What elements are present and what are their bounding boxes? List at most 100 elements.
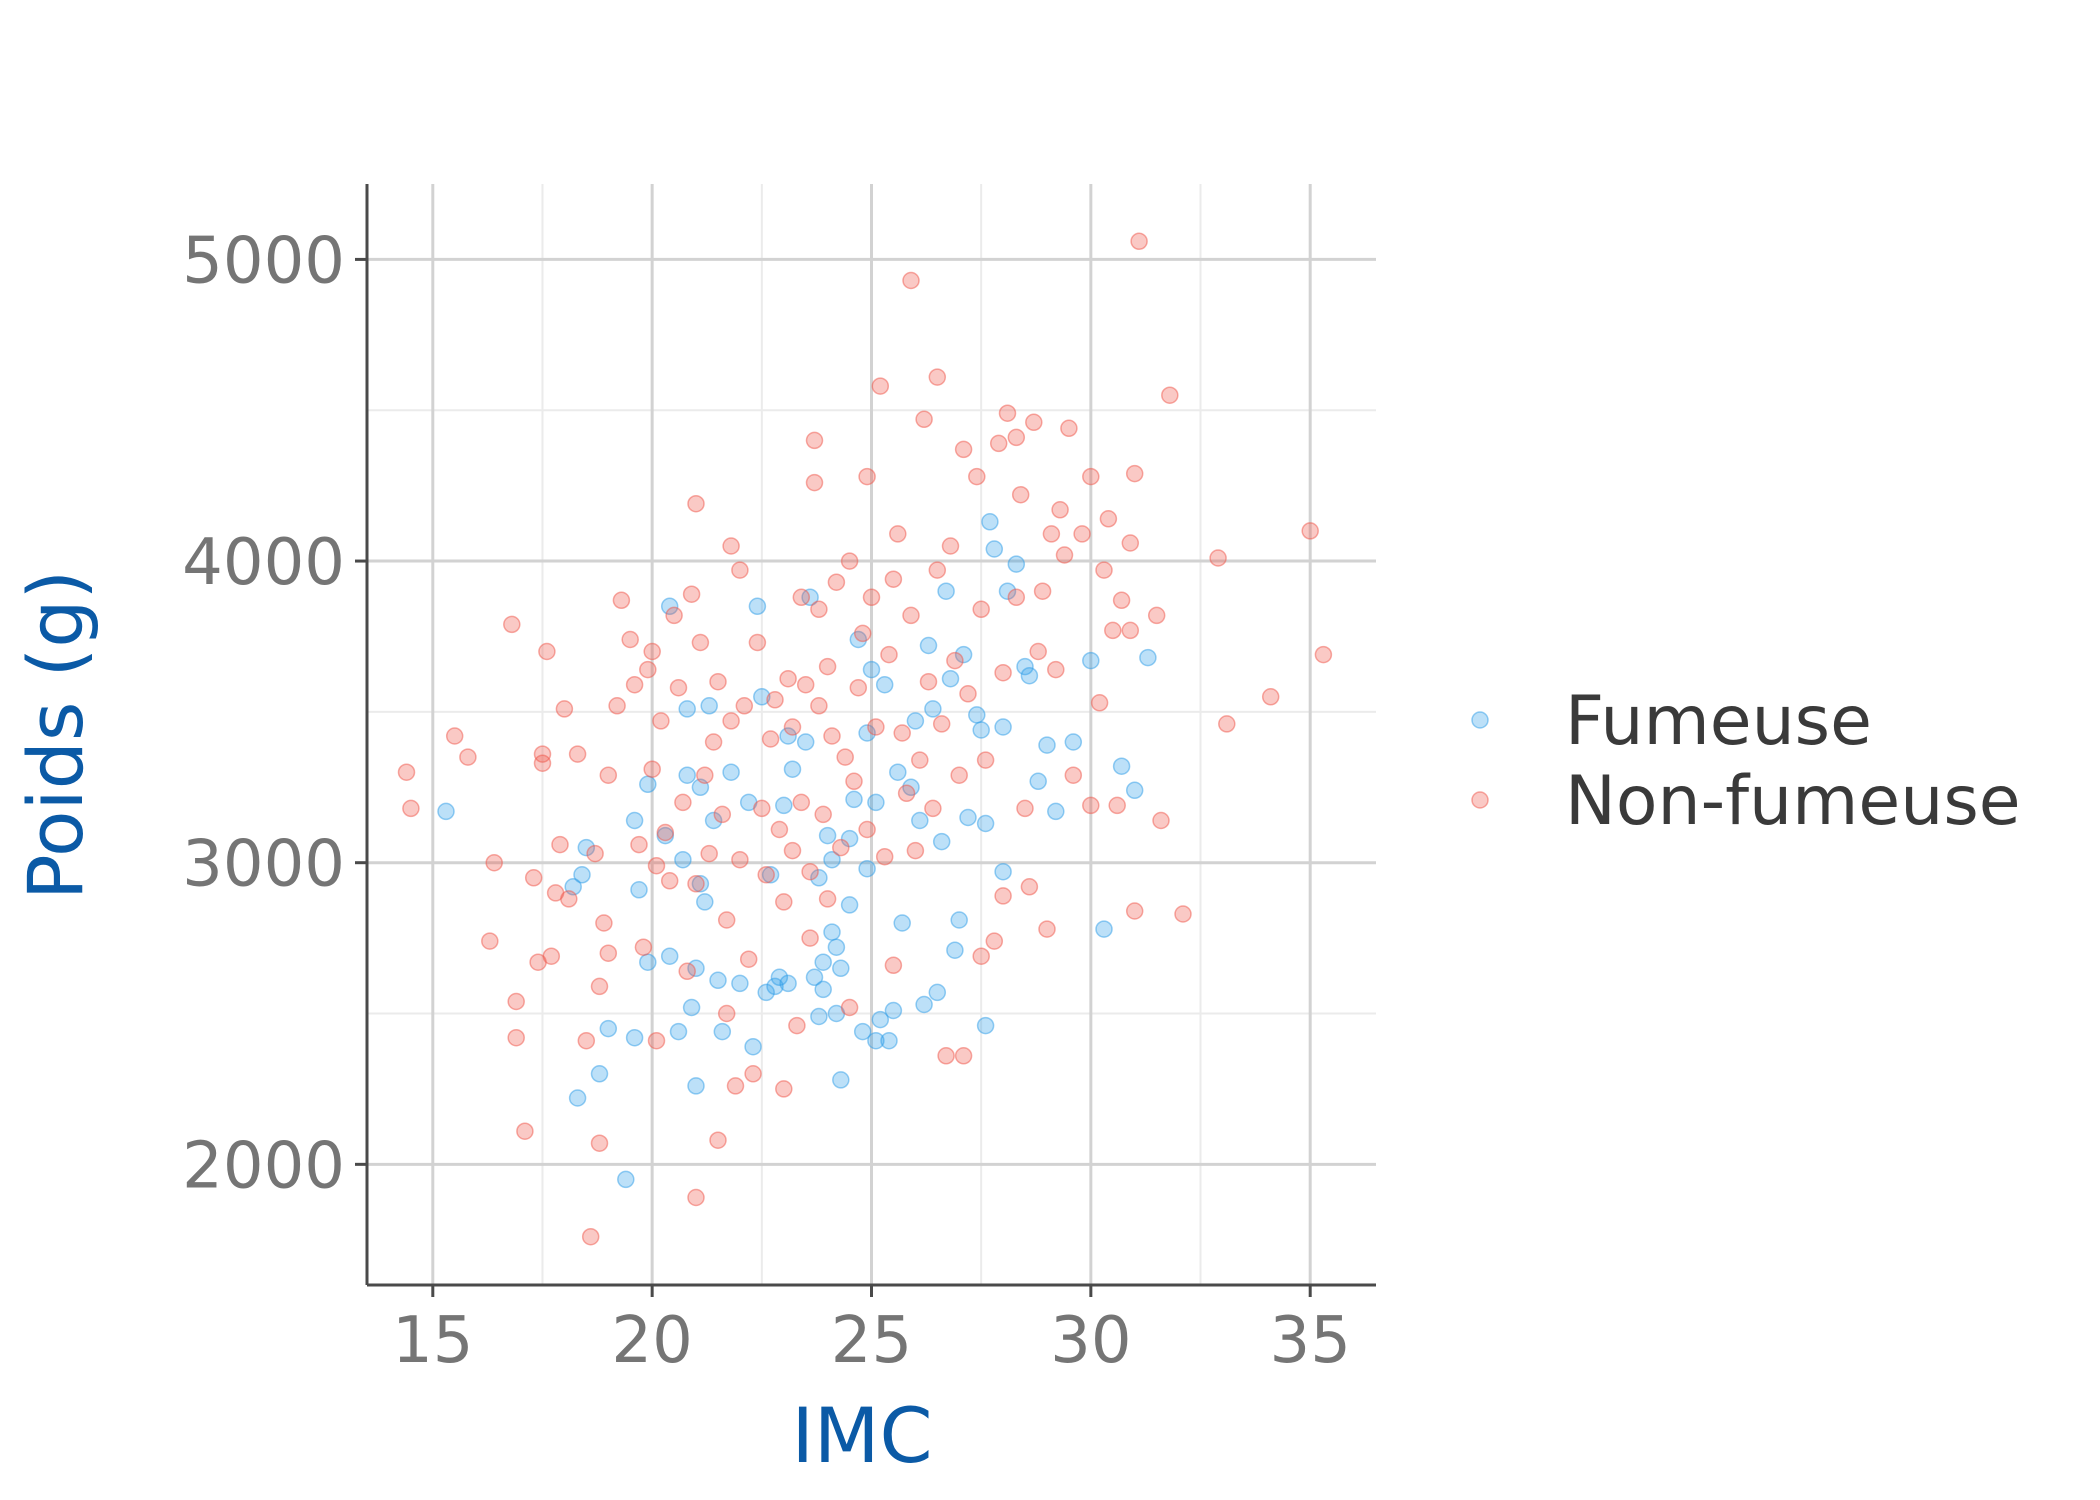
- scatter-point-non-fumeuse: [989, 434, 1008, 453]
- scatter-point-non-fumeuse: [551, 835, 569, 854]
- scatter-point-fumeuse: [630, 881, 648, 899]
- scatter-point-non-fumeuse: [1261, 688, 1280, 706]
- scatter-point-fumeuse: [840, 896, 859, 914]
- scatter-point-non-fumeuse: [985, 932, 1004, 950]
- scatter-point-non-fumeuse: [669, 678, 688, 697]
- scatter-point-non-fumeuse: [656, 823, 675, 842]
- scatter-point-non-fumeuse: [538, 642, 556, 661]
- x-tick-labels: 15 20 25 30 35: [392, 1304, 1351, 1378]
- scatter-point-fumeuse: [625, 811, 644, 830]
- scatter-point-non-fumeuse: [858, 820, 876, 839]
- scatter-point-non-fumeuse: [884, 570, 903, 588]
- scatter-point-fumeuse: [1038, 736, 1056, 754]
- scatter-point-non-fumeuse: [1130, 232, 1148, 251]
- y-tick-labels: 2000 3000 4000 5000: [182, 224, 345, 1203]
- scatter-point-fumeuse: [1139, 648, 1157, 667]
- scatter-point-non-fumeuse: [516, 1122, 534, 1140]
- scatter-point-non-fumeuse: [792, 588, 811, 607]
- scatter-point-non-fumeuse: [717, 1004, 736, 1023]
- scatter-point-non-fumeuse: [788, 1016, 806, 1035]
- scatter-point-non-fumeuse: [402, 799, 420, 818]
- scatter-point-non-fumeuse: [770, 820, 789, 839]
- legend-key: [1471, 711, 1489, 729]
- scatter-point-non-fumeuse: [928, 561, 947, 579]
- scatter-point-non-fumeuse: [1095, 561, 1113, 579]
- scatter-point-fumeuse: [805, 968, 824, 987]
- scatter-point-non-fumeuse: [533, 754, 552, 772]
- scatter-point-fumeuse: [669, 1022, 688, 1041]
- scatter-point-fumeuse: [853, 1022, 872, 1041]
- scatter-point-fumeuse: [704, 811, 723, 830]
- scatter-point-non-fumeuse: [503, 615, 521, 634]
- scatter-point-non-fumeuse: [1042, 525, 1061, 543]
- scatter-point-non-fumeuse: [783, 718, 802, 736]
- scatter-point-non-fumeuse: [862, 588, 881, 607]
- scatter-point-non-fumeuse: [884, 956, 903, 975]
- scatter-point-fumeuse: [779, 974, 797, 993]
- scatter-point-non-fumeuse: [652, 712, 670, 730]
- scatter-point-fumeuse: [1082, 651, 1100, 670]
- scatter-point-non-fumeuse: [1047, 660, 1065, 679]
- scatter-point-non-fumeuse: [397, 763, 416, 781]
- scatter-point-non-fumeuse: [542, 947, 561, 965]
- legend-label: Non-fumeuse: [1565, 762, 2021, 841]
- scatter-point-non-fumeuse: [1112, 591, 1131, 610]
- scatter-point-fumeuse: [568, 1089, 587, 1107]
- scatter-point-fumeuse: [814, 980, 832, 999]
- scatter-point-non-fumeuse: [643, 642, 661, 661]
- scatter-point-fumeuse: [775, 796, 793, 815]
- scatter-point-non-fumeuse: [1033, 582, 1052, 600]
- scatter-point-non-fumeuse: [1104, 621, 1122, 640]
- scatter-point-fumeuse: [757, 983, 775, 1002]
- scatter-point-fumeuse: [678, 700, 696, 718]
- scatter-point-non-fumeuse: [445, 727, 464, 745]
- scatter-point-non-fumeuse: [849, 678, 868, 697]
- scatter-point-fumeuse: [827, 938, 846, 956]
- scatter-point-non-fumeuse: [1082, 467, 1100, 486]
- scatter-point-non-fumeuse: [481, 932, 499, 950]
- scatter-point-non-fumeuse: [1314, 645, 1333, 664]
- scatter-point-non-fumeuse: [717, 911, 736, 929]
- scatter-point-non-fumeuse: [722, 537, 740, 555]
- scatter-point-fumeuse: [840, 829, 859, 848]
- scatter-point-non-fumeuse: [858, 467, 876, 486]
- scatter-point-non-fumeuse: [691, 633, 710, 652]
- scatter-point-non-fumeuse: [1060, 419, 1078, 438]
- scatter-point-fumeuse: [941, 669, 960, 688]
- scatter-point-fumeuse: [639, 775, 657, 794]
- scatter-point-non-fumeuse: [1161, 386, 1179, 404]
- scatter-point-non-fumeuse: [612, 591, 631, 610]
- scatter-point-non-fumeuse: [682, 585, 701, 603]
- scatter-point-non-fumeuse: [932, 715, 951, 733]
- scatter-point-non-fumeuse: [665, 606, 683, 625]
- scatter-point-fumeuse: [748, 597, 767, 616]
- scatter-point-non-fumeuse: [911, 751, 929, 769]
- scatter-point-non-fumeuse: [674, 793, 692, 812]
- scatter-point-fumeuse: [937, 582, 955, 600]
- scatter-point-fumeuse: [950, 911, 968, 929]
- scatter-point-non-fumeuse: [827, 573, 846, 591]
- scatter-point-fumeuse: [682, 998, 701, 1017]
- data-points: [397, 232, 1333, 1246]
- scatter-point-non-fumeuse: [731, 850, 749, 869]
- scatter-point-fumeuse: [880, 1031, 898, 1050]
- scatter-point-fumeuse: [660, 947, 679, 965]
- scatter-point-non-fumeuse: [678, 962, 696, 981]
- y-tick-label: 2000: [182, 1129, 345, 1203]
- scatter-point-non-fumeuse: [1064, 766, 1083, 784]
- scatter-point-fumeuse: [919, 636, 938, 655]
- scatter-point-fumeuse: [437, 802, 455, 821]
- scatter-point-non-fumeuse: [643, 760, 661, 778]
- scatter-point-non-fumeuse: [595, 914, 613, 932]
- scatter-point-fumeuse: [766, 977, 784, 996]
- scatter-point-non-fumeuse: [775, 893, 793, 911]
- scatter-point-non-fumeuse: [994, 663, 1012, 682]
- scatter-point-fumeuse: [932, 832, 951, 851]
- scatter-point-non-fumeuse: [1121, 534, 1140, 552]
- scatter-point-fumeuse: [915, 995, 933, 1014]
- scatter-point-fumeuse: [858, 724, 876, 742]
- scatter-point-fumeuse: [858, 859, 876, 878]
- scatter-point-fumeuse: [884, 1001, 903, 1020]
- scatter-point-fumeuse: [753, 688, 771, 706]
- scatter-point-non-fumeuse: [823, 727, 841, 745]
